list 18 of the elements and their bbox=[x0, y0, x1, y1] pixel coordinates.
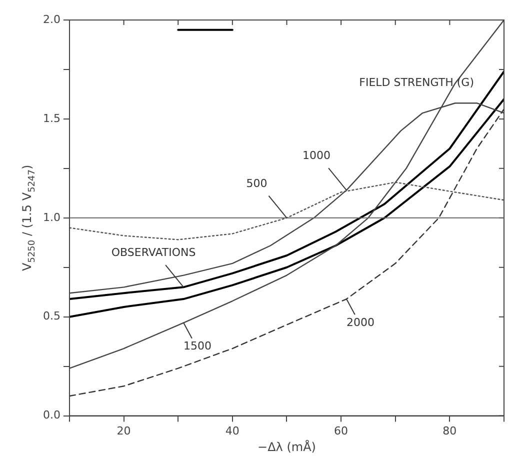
y-tick-label: 0.5 bbox=[42, 310, 60, 323]
y-tick-label: 1.0 bbox=[42, 210, 60, 224]
y-tick-label: 1.5 bbox=[42, 112, 60, 125]
x-tick-label: 60 bbox=[334, 424, 348, 438]
text: 0.0 bbox=[42, 408, 60, 422]
x-tick-label: 80 bbox=[442, 424, 457, 438]
x-axis-title: −Δλ (mÅ) bbox=[258, 438, 316, 454]
annotation: 2000 bbox=[346, 316, 374, 329]
annotation: OBSERVATIONS bbox=[111, 246, 196, 260]
annotation: FIELD STRENGTH (G) bbox=[359, 76, 474, 90]
annotation: 1000 bbox=[302, 149, 330, 162]
y-axis-title: V5250 / (1.5 V5247) bbox=[20, 164, 38, 271]
annotation: 1500 bbox=[184, 340, 212, 353]
annotation: 500 bbox=[246, 176, 268, 190]
line-series bbox=[69, 108, 504, 397]
x-tick-label: 40 bbox=[225, 424, 240, 438]
x-tick-label: 20 bbox=[116, 424, 131, 438]
y-tick-label: 2.0 bbox=[42, 12, 60, 26]
